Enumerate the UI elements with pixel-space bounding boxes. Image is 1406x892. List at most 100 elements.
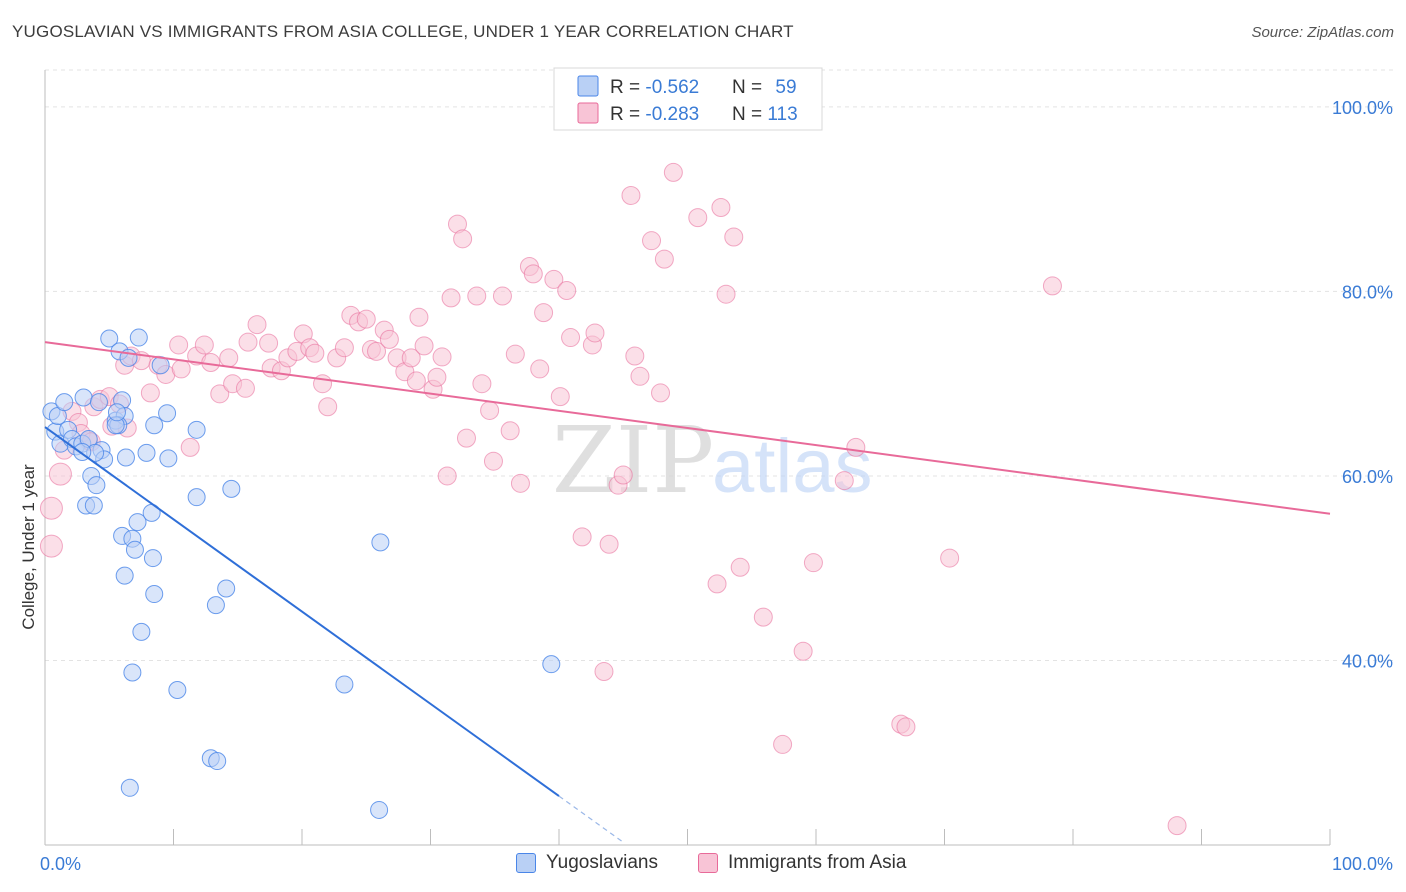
trend-line-yugoslavians	[44, 426, 560, 797]
data-point-yugoslavians	[74, 388, 93, 407]
data-point-immigrants-from-asia	[305, 343, 325, 363]
data-point-yugoslavians	[159, 449, 178, 468]
legend-swatch-yugoslavians	[577, 75, 599, 97]
data-point-yugoslavians	[143, 549, 162, 568]
data-point-immigrants-from-asia	[585, 323, 605, 343]
data-point-immigrants-from-asia	[238, 332, 258, 352]
data-point-immigrants-from-asia	[651, 383, 671, 403]
data-point-immigrants-from-asia	[39, 534, 63, 558]
watermark-zip: ZIP	[552, 407, 714, 514]
data-point-immigrants-from-asia	[379, 329, 399, 349]
data-point-yugoslavians	[222, 479, 241, 498]
data-point-yugoslavians	[116, 448, 135, 467]
legend-r-label-1: R =	[610, 77, 645, 98]
data-point-immigrants-from-asia	[235, 378, 255, 398]
data-point-immigrants-from-asia	[896, 717, 916, 737]
legend-n-value-2: 113	[767, 104, 797, 125]
y-tick-label: 100.0%	[1332, 98, 1393, 118]
data-point-immigrants-from-asia	[480, 400, 500, 420]
data-point-immigrants-from-asia	[711, 197, 731, 217]
data-point-yugoslavians	[208, 752, 227, 771]
data-point-yugoslavians	[187, 420, 206, 439]
data-point-yugoslavians	[115, 566, 134, 585]
data-point-yugoslavians	[335, 675, 354, 694]
data-point-immigrants-from-asia	[630, 366, 650, 386]
data-point-immigrants-from-asia	[427, 367, 447, 387]
legend-item-yugoslavians[interactable]: Yugoslavians	[516, 852, 658, 874]
svg-text:R = -0.562: R = -0.562	[610, 77, 699, 98]
legend-r-value-1: -0.562	[645, 77, 699, 98]
data-point-yugoslavians	[100, 329, 119, 348]
data-point-immigrants-from-asia	[441, 288, 461, 308]
data-point-yugoslavians	[145, 416, 164, 435]
data-point-immigrants-from-asia	[940, 548, 960, 568]
data-point-immigrants-from-asia	[318, 397, 338, 417]
stats-legend: R = -0.562 N = 59 R = -0.283 N = 113	[553, 67, 823, 131]
legend-label-immigrants-from-asia: Immigrants from Asia	[728, 852, 907, 873]
data-point-immigrants-from-asia	[613, 465, 633, 485]
data-point-yugoslavians	[107, 403, 126, 422]
data-point-immigrants-from-asia	[194, 335, 214, 355]
watermark: ZIP atlas	[552, 407, 873, 514]
trend-line-immigrants-from-asia	[44, 341, 1331, 515]
y-tick-label: 60.0%	[1342, 467, 1393, 487]
x-tick-label: 100.0%	[1332, 854, 1393, 874]
legend-r-value-2: -0.283	[645, 104, 699, 125]
data-point-immigrants-from-asia	[642, 231, 662, 251]
data-point-immigrants-from-asia	[219, 348, 239, 368]
data-point-immigrants-from-asia	[406, 371, 426, 391]
data-point-yugoslavians	[206, 596, 225, 615]
legend-item-immigrants-from-asia[interactable]: Immigrants from Asia	[698, 852, 906, 874]
axes	[44, 70, 1331, 846]
data-point-immigrants-from-asia	[572, 527, 592, 547]
data-point-immigrants-from-asia	[453, 229, 473, 249]
data-point-immigrants-from-asia	[654, 249, 674, 269]
data-point-yugoslavians	[125, 540, 144, 559]
data-point-yugoslavians	[129, 328, 148, 347]
data-point-immigrants-from-asia	[621, 185, 641, 205]
data-point-immigrants-from-asia	[523, 264, 543, 284]
x-tick-label: 0.0%	[40, 854, 81, 874]
data-point-immigrants-from-asia	[409, 307, 429, 327]
y-tick-label: 80.0%	[1342, 282, 1393, 302]
data-point-immigrants-from-asia	[472, 374, 492, 394]
data-point-immigrants-from-asia	[210, 384, 230, 404]
data-point-immigrants-from-asia	[1042, 276, 1062, 296]
svg-text:N = 113: N = 113	[732, 104, 798, 125]
data-point-immigrants-from-asia	[456, 428, 476, 448]
y-axis-title: College, Under 1 year	[19, 464, 38, 630]
data-point-immigrants-from-asia	[171, 359, 191, 379]
legend-swatch-immigrants-from-asia	[577, 102, 599, 124]
data-point-immigrants-from-asia	[437, 466, 457, 486]
chart-title: YUGOSLAVIAN VS IMMIGRANTS FROM ASIA COLL…	[12, 22, 794, 41]
data-point-immigrants-from-asia	[401, 348, 421, 368]
data-point-immigrants-from-asia	[803, 553, 823, 573]
data-point-immigrants-from-asia	[500, 421, 520, 441]
data-point-immigrants-from-asia	[793, 641, 813, 661]
data-point-yugoslavians	[371, 533, 390, 552]
data-point-yugoslavians	[89, 393, 108, 412]
data-point-immigrants-from-asia	[510, 473, 530, 493]
data-point-immigrants-from-asia	[367, 341, 387, 361]
data-point-immigrants-from-asia	[432, 347, 452, 367]
data-point-immigrants-from-asia	[561, 328, 581, 348]
data-point-yugoslavians	[132, 622, 151, 641]
data-point-immigrants-from-asia	[663, 162, 683, 182]
data-point-immigrants-from-asia	[530, 359, 550, 379]
data-point-immigrants-from-asia	[505, 344, 525, 364]
legend-n-label-1: N =	[732, 77, 767, 98]
source-label: Source: ZipAtlas.com	[1251, 24, 1394, 41]
data-point-immigrants-from-asia	[414, 336, 434, 356]
trend-line-yugoslavians-extension	[558, 795, 624, 843]
data-point-immigrants-from-asia	[1167, 816, 1187, 836]
data-point-yugoslavians	[217, 579, 236, 598]
data-point-yugoslavians	[158, 404, 177, 423]
series-yugoslavians-points	[42, 328, 561, 819]
legend-n-label-2: N =	[732, 104, 767, 125]
legend-label-yugoslavians: Yugoslavians	[546, 852, 658, 873]
data-point-immigrants-from-asia	[846, 437, 866, 457]
data-point-immigrants-from-asia	[688, 208, 708, 228]
data-point-immigrants-from-asia	[730, 557, 750, 577]
data-point-yugoslavians	[84, 496, 103, 515]
